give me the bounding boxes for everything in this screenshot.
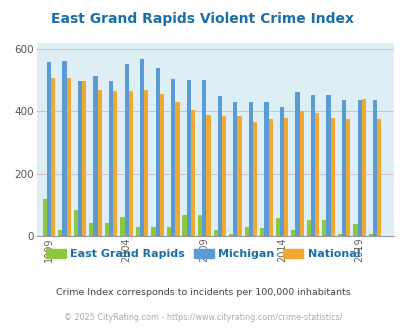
Bar — [233, 102, 237, 236]
Bar — [82, 81, 86, 236]
Bar — [290, 230, 295, 236]
Bar — [66, 78, 70, 236]
Bar — [372, 100, 376, 236]
Text: © 2025 CityRating.com - https://www.cityrating.com/crime-statistics/: © 2025 CityRating.com - https://www.city… — [64, 313, 341, 322]
Bar — [198, 215, 202, 236]
Bar — [128, 91, 132, 236]
Bar — [206, 115, 210, 236]
Bar — [310, 95, 314, 236]
Bar — [160, 94, 164, 236]
Bar — [120, 217, 124, 236]
Bar — [124, 64, 128, 236]
Bar — [345, 119, 350, 236]
Bar — [368, 234, 372, 236]
Bar — [74, 210, 78, 236]
Bar — [47, 62, 51, 236]
Bar — [144, 90, 148, 236]
Bar — [244, 227, 248, 236]
Text: Crime Index corresponds to incidents per 100,000 inhabitants: Crime Index corresponds to incidents per… — [55, 287, 350, 297]
Bar — [279, 107, 283, 236]
Bar — [260, 228, 264, 236]
Bar — [213, 230, 217, 236]
Bar — [182, 215, 186, 236]
Bar — [109, 81, 113, 236]
Bar — [58, 230, 62, 236]
Bar — [357, 100, 361, 236]
Bar — [175, 102, 179, 236]
Bar — [217, 96, 222, 236]
Bar — [62, 61, 66, 236]
Bar — [361, 99, 365, 236]
Text: East Grand Rapids Violent Crime Index: East Grand Rapids Violent Crime Index — [51, 12, 354, 25]
Bar — [171, 79, 175, 236]
Bar — [190, 110, 194, 236]
Bar — [326, 95, 330, 236]
Bar — [104, 223, 109, 236]
Bar — [268, 119, 272, 236]
Bar — [140, 59, 144, 236]
Bar — [98, 90, 102, 236]
Bar — [151, 227, 155, 236]
Bar — [341, 100, 345, 236]
Bar — [314, 113, 319, 236]
Bar — [155, 68, 160, 236]
Bar — [228, 234, 233, 236]
Bar — [337, 234, 341, 236]
Bar — [78, 81, 82, 236]
Bar — [352, 224, 357, 236]
Bar — [166, 227, 171, 236]
Bar — [186, 80, 190, 236]
Bar — [136, 227, 140, 236]
Bar — [376, 119, 381, 236]
Bar — [43, 199, 47, 236]
Bar — [248, 102, 252, 236]
Bar — [284, 117, 288, 236]
Bar — [306, 220, 310, 236]
Bar — [237, 116, 241, 236]
Bar — [299, 112, 303, 236]
Bar — [275, 218, 279, 236]
Bar — [264, 102, 268, 236]
Bar — [202, 80, 206, 236]
Bar — [93, 76, 98, 236]
Bar — [252, 122, 256, 236]
Bar — [295, 92, 299, 236]
Bar — [113, 91, 117, 236]
Bar — [330, 117, 334, 236]
Bar — [51, 78, 55, 236]
Legend: East Grand Rapids, Michigan, National: East Grand Rapids, Michigan, National — [41, 244, 364, 263]
Bar — [89, 223, 93, 236]
Bar — [322, 220, 326, 236]
Bar — [222, 116, 226, 236]
